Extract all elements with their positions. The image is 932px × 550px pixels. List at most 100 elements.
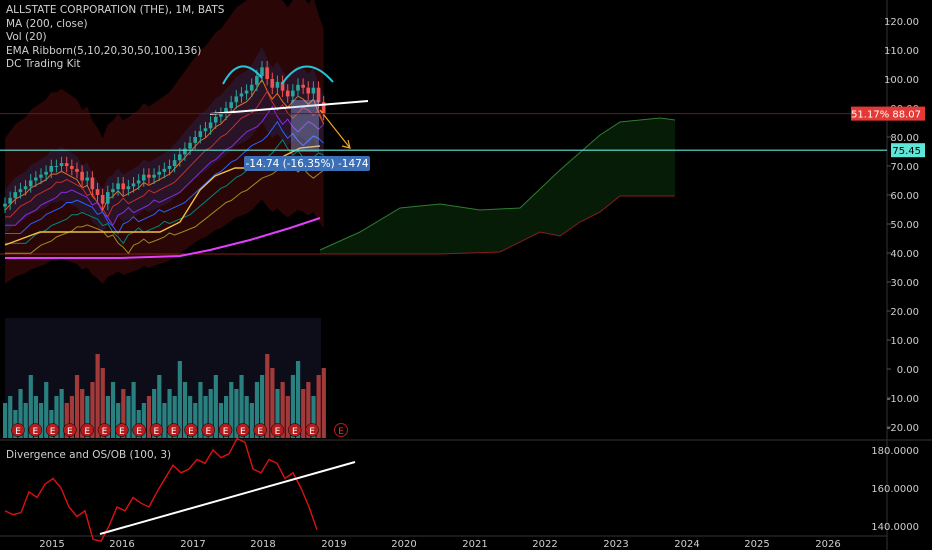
earnings-marker[interactable] bbox=[253, 423, 267, 437]
volume-bar bbox=[121, 389, 126, 438]
ema-line bbox=[5, 120, 325, 235]
candle-body bbox=[18, 189, 23, 193]
divergence-trendline[interactable] bbox=[99, 461, 356, 535]
volume-bar bbox=[28, 375, 33, 438]
volume-bar bbox=[213, 375, 218, 438]
earnings-marker[interactable] bbox=[149, 423, 164, 437]
measure-box[interactable] bbox=[291, 100, 319, 152]
volume-bar bbox=[198, 382, 203, 438]
earnings-marker[interactable] bbox=[28, 423, 43, 437]
earnings-marker-label: E bbox=[171, 427, 177, 437]
earnings-marker-label: E bbox=[84, 427, 90, 437]
indicator-title[interactable]: Divergence and OS/OB (100, 3) bbox=[6, 449, 172, 461]
candle-body bbox=[167, 166, 172, 169]
earnings-marker[interactable] bbox=[11, 423, 25, 437]
earnings-marker-label: E bbox=[188, 427, 194, 437]
earnings-marker[interactable] bbox=[132, 423, 146, 437]
x-tick-label: 2025 bbox=[744, 539, 769, 550]
volume-bar bbox=[131, 382, 136, 438]
volume-bar bbox=[116, 403, 121, 438]
arrow-head bbox=[341, 139, 351, 149]
candle-body bbox=[3, 203, 7, 207]
candle-body bbox=[244, 90, 249, 94]
earnings-marker[interactable] bbox=[80, 423, 94, 437]
projection-arrow[interactable] bbox=[319, 109, 351, 149]
earnings-marker[interactable] bbox=[305, 423, 319, 437]
donchian-line bbox=[4, 145, 321, 246]
volume-bar bbox=[177, 361, 182, 438]
study-vol[interactable]: Vol (20) bbox=[6, 31, 47, 43]
candle-body bbox=[260, 67, 264, 77]
candle-body bbox=[8, 197, 12, 204]
neckline[interactable] bbox=[209, 100, 369, 115]
volume-bar bbox=[182, 382, 188, 438]
earnings-marker[interactable] bbox=[166, 423, 181, 437]
candle-body bbox=[34, 177, 38, 181]
volume-bar bbox=[18, 389, 23, 438]
earnings-marker-label: E bbox=[50, 427, 56, 437]
candle-body bbox=[54, 166, 59, 167]
candle-body bbox=[70, 166, 74, 169]
candle-body bbox=[106, 192, 110, 204]
earnings-marker[interactable] bbox=[270, 423, 285, 437]
candle-body bbox=[316, 87, 321, 103]
earnings-marker[interactable] bbox=[288, 423, 302, 437]
candle-body bbox=[85, 177, 90, 181]
volume-bar bbox=[157, 375, 162, 438]
y-tick-label: 10.00 bbox=[890, 336, 919, 347]
volume-bar bbox=[188, 396, 193, 438]
x-tick-label: 2018 bbox=[250, 539, 275, 550]
ema-line bbox=[5, 157, 325, 255]
left-shoulder-arc[interactable] bbox=[222, 65, 263, 85]
candle-body bbox=[141, 174, 146, 181]
volume-bar bbox=[229, 382, 234, 438]
right-shoulder-arc[interactable] bbox=[281, 65, 334, 85]
study-ma[interactable]: MA (200, close) bbox=[6, 17, 88, 30]
volume-bar bbox=[3, 403, 8, 438]
measure-label: -14.74 (-16.35%) -1474 bbox=[245, 158, 368, 170]
candle-body bbox=[249, 84, 254, 91]
study-dc-kit[interactable]: DC Trading Kit bbox=[6, 58, 81, 70]
earnings-marker-label: E bbox=[275, 427, 281, 437]
volume-bar bbox=[95, 354, 100, 438]
earnings-marker[interactable] bbox=[236, 423, 250, 437]
volume-bar bbox=[193, 403, 198, 438]
y-tick-label: 20.00 bbox=[890, 307, 919, 318]
volume-bar bbox=[80, 389, 85, 438]
candle-body bbox=[111, 189, 115, 193]
study-ema-ribbon[interactable]: EMA Ribborn(5,10,20,30,50,100,136) bbox=[6, 44, 202, 57]
candle-body bbox=[131, 183, 136, 187]
candle-body bbox=[285, 90, 290, 97]
volume-bar bbox=[44, 382, 49, 438]
volume-bar bbox=[33, 396, 39, 438]
volume-bar bbox=[152, 389, 157, 438]
candle-body bbox=[64, 163, 69, 166]
level-tag bbox=[891, 143, 925, 158]
x-tick-label: 2016 bbox=[109, 539, 134, 550]
candle-body bbox=[13, 192, 18, 198]
earnings-marker[interactable] bbox=[63, 423, 77, 437]
candle-body bbox=[203, 128, 208, 132]
earnings-marker[interactable] bbox=[218, 423, 233, 437]
cloud-area bbox=[320, 118, 675, 254]
earnings-marker[interactable] bbox=[201, 423, 216, 437]
volume-bar bbox=[301, 389, 306, 438]
earnings-marker[interactable] bbox=[45, 423, 60, 437]
candle-body bbox=[162, 168, 167, 172]
symbol-title[interactable]: ALLSTATE CORPORATION (THE), 1M, BATS bbox=[6, 4, 225, 16]
earnings-marker[interactable] bbox=[184, 423, 198, 437]
earnings-marker-label: E bbox=[67, 427, 73, 437]
y-tick-label: -20.00 bbox=[887, 423, 919, 434]
y-tick-label: 30.00 bbox=[890, 278, 919, 289]
volume-bar bbox=[275, 389, 280, 438]
earnings-marker-label: E bbox=[136, 427, 142, 437]
y-tick-label: 50.00 bbox=[890, 220, 919, 231]
earnings-marker[interactable] bbox=[115, 423, 129, 437]
price-tag-label: 51.17% 88.07 bbox=[851, 110, 921, 121]
earnings-marker-future[interactable] bbox=[334, 423, 348, 437]
candle-body bbox=[100, 195, 105, 204]
y-tick-label: -10.00 bbox=[887, 394, 919, 405]
earnings-marker[interactable] bbox=[97, 423, 112, 437]
candle-body bbox=[116, 183, 120, 190]
